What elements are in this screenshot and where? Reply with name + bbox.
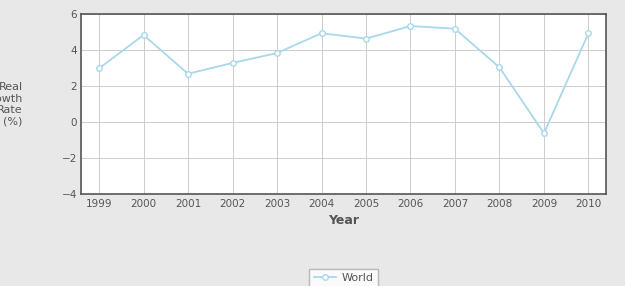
X-axis label: Year: Year <box>328 214 359 227</box>
Legend: World: World <box>309 269 378 286</box>
Y-axis label: Real
Growth
Rate
(%): Real Growth Rate (%) <box>0 82 23 127</box>
